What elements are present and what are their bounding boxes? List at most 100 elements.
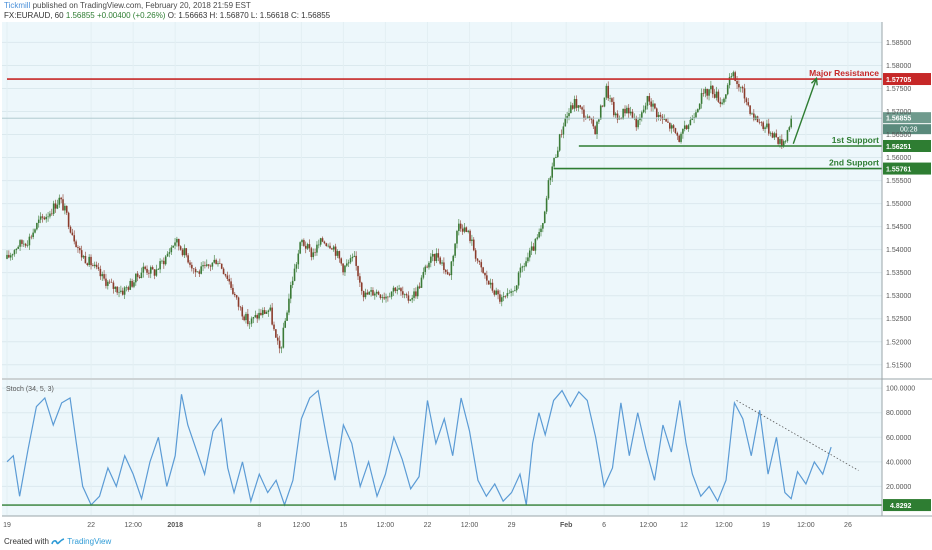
stoch-grid [2,380,882,515]
time-tick-label: 22 [424,522,432,529]
candle-body [327,245,329,247]
candle-body [346,263,348,266]
candle-body [467,230,469,232]
time-tick-label: 22 [87,522,95,529]
candle-body [207,264,210,266]
candle-body [256,315,258,319]
candle-body [80,250,83,258]
candle-body [37,219,40,223]
candle-body [450,261,453,276]
price-tick-label: 1.54000 [886,247,911,254]
stoch-line: 4.8292 [2,389,931,512]
candle-body [370,290,372,292]
candle-body [542,223,544,229]
candle-body [267,310,270,312]
candle-body [97,267,100,269]
candle-body [669,122,671,129]
level-price-tag [883,73,931,86]
candle-body [420,277,423,288]
candle-body [62,199,64,211]
time-tick-label: 2018 [167,522,183,529]
candle-body [28,236,31,246]
candle-body [682,129,684,134]
candle-body [56,204,59,209]
time-tick-label: 12:00 [377,522,395,529]
candle-body [560,134,563,135]
candle-body [64,205,66,211]
candle-body [463,227,466,232]
candle-body [715,91,718,98]
candle-body [316,244,318,253]
candle-body [9,255,12,258]
chart-header: Tickmill published on TradingView.com, F… [0,0,932,22]
candle-body [47,216,49,218]
candle-body [314,252,316,253]
candle-body [418,286,421,288]
candle-body [200,266,202,274]
candle-body [652,103,654,107]
candle-body [517,272,520,286]
candle-body [144,266,146,269]
close-value: C: 1.56855 [290,11,331,20]
candle-body [495,290,497,295]
author-link[interactable]: Tickmill [4,1,31,10]
candle-body [717,91,720,102]
candle-body [642,109,645,113]
candle-body [622,108,624,120]
stoch-trendline [736,400,859,471]
candle-body [220,263,223,269]
candle-body [198,271,201,274]
stoch-pane-bg [2,380,882,516]
stoch-series-line [6,389,832,507]
candle-body [411,297,413,300]
candle-body [273,324,275,330]
candle-body [355,255,357,266]
candle-body [790,118,792,128]
candle-body [284,320,287,328]
last-price-label: 1.56855 [886,116,911,123]
candle-body [247,313,249,325]
candle-body [659,114,662,117]
candle-body [732,72,735,77]
candle-body [745,98,748,103]
candle-body [202,265,204,267]
candle-body [491,282,494,291]
candle-body [667,121,669,123]
tradingview-link[interactable]: TradingView [67,537,112,546]
candle-body [133,282,135,287]
candle-body [157,269,160,270]
candle-body [129,280,132,290]
candle-body [766,123,768,128]
candle-body [230,281,232,288]
candle-body [77,247,79,249]
candle-body [508,292,511,294]
candle-body [177,238,180,247]
candle-body [196,271,199,273]
projection-arrow-head [810,76,818,86]
candle-body [131,280,133,287]
candle-body [446,271,449,275]
candle-body [773,133,776,138]
candle-body [237,297,240,307]
publish-line: Tickmill published on TradingView.com, F… [4,1,251,10]
candle-body [245,313,247,321]
candle-body [331,248,333,250]
candle-body [11,254,14,256]
candle-body [120,290,122,292]
candle-body [549,177,552,181]
candle-body [226,275,229,279]
candle-body [680,133,682,142]
candle-body [555,157,557,158]
candle-body [637,120,639,128]
published-text: published on TradingView.com, February 2… [32,1,251,10]
stoch-tick-label: 40.0000 [886,459,911,466]
candle-body [306,244,309,249]
candle-body [711,85,714,95]
candle-body [734,72,736,81]
candle-body [127,287,130,290]
candle-body [224,274,227,276]
candle-body [609,98,611,99]
candle-body [353,255,356,257]
candle-body [32,232,34,238]
stoch-level-label: 4.8292 [890,503,912,510]
